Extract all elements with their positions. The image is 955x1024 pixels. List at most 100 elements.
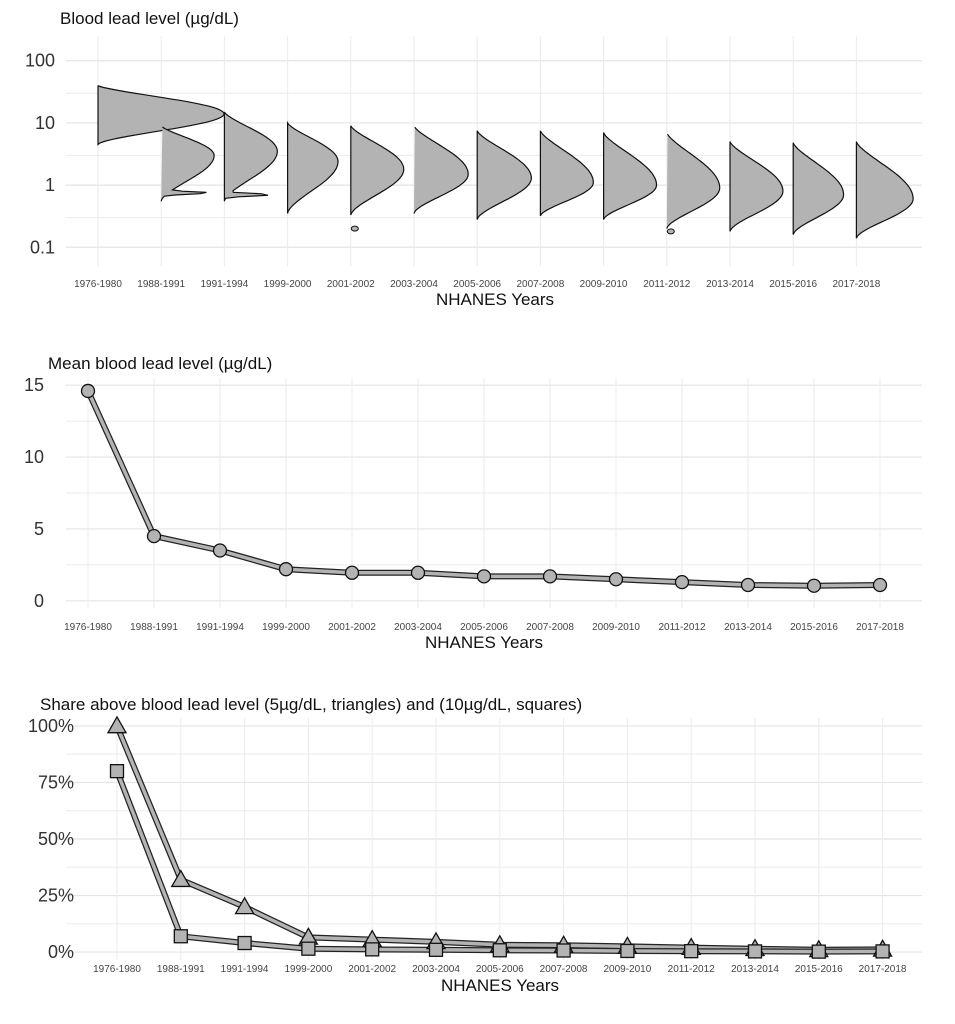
- mean-x-tick-label: 2007-2008: [526, 622, 574, 633]
- violin-shape: [855, 141, 914, 239]
- violin-x-tick-label: 2015-2016: [769, 279, 817, 290]
- violin-x-tick-label: 1999-2000: [264, 279, 312, 290]
- mean-y-tick-label: 10: [24, 447, 44, 467]
- violin-x-tick-label: 2005-2006: [453, 279, 501, 290]
- mean-x-tick-label: 2003-2004: [394, 622, 442, 633]
- share-y-tick-label: 25%: [38, 886, 74, 906]
- share-x-tick-label: 1991-1994: [221, 964, 269, 975]
- mean-point: [542, 569, 558, 584]
- share-x-tick-label: 2001-2002: [348, 964, 396, 975]
- mean-point: [410, 565, 426, 580]
- share-square-point: [428, 942, 444, 957]
- mean-y-tick-label: 0: [34, 591, 44, 611]
- mean-x-tick-label: 2005-2006: [460, 622, 508, 633]
- mean-x-tick-label: 2015-2016: [790, 622, 838, 633]
- mean-x-tick-label: 2011-2012: [658, 622, 706, 633]
- violin-shape: [603, 132, 658, 220]
- share-triangle-point: [170, 869, 191, 888]
- share-x-tick-label: 2003-2004: [412, 964, 460, 975]
- share-triangle-point: [106, 715, 128, 734]
- mean-point: [806, 578, 822, 593]
- share-square-point: [684, 944, 699, 959]
- violin-shape: [476, 130, 533, 220]
- share-marks: [106, 715, 893, 959]
- violin-y-ticks: 0.1 1 10 100: [25, 51, 55, 258]
- share-x-tick-label: 2015-2016: [795, 964, 843, 975]
- share-x-tick-label: 1999-2000: [284, 964, 332, 975]
- share-square-point: [237, 935, 252, 951]
- share-y-tick-label: 50%: [38, 829, 74, 849]
- mean-point: [674, 574, 690, 590]
- mean-x-tick-label: 1999-2000: [262, 622, 310, 633]
- violin-shape: [539, 130, 594, 217]
- violin-panel: Blood lead level (µg/dL) 0.1 1 10 100 1976-…: [25, 9, 922, 309]
- share-chart-title: Share above blood lead level (5µg/dL, tr…: [40, 695, 582, 714]
- share-y-tick-label: 75%: [38, 772, 74, 792]
- violin-x-tick-label: 2011-2012: [643, 279, 691, 290]
- share-square-point: [875, 944, 890, 959]
- mean-panel: Mean blood lead level (µg/dL) 0 5 10 15 197…: [24, 354, 922, 652]
- violin-x-tick-label: 2013-2014: [706, 279, 754, 290]
- mean-point: [212, 543, 228, 558]
- violin-x-tick-label: 1988-1991: [137, 279, 185, 290]
- share-square-point: [747, 944, 763, 959]
- mean-point: [146, 528, 162, 544]
- mean-marks: [80, 383, 888, 593]
- mean-x-tick-label: 2013-2014: [724, 622, 772, 633]
- mean-point: [608, 572, 624, 587]
- violin-y-tick-label: 1: [45, 175, 55, 195]
- violin-shape: [729, 141, 784, 232]
- violin-x-tick-label: 2007-2008: [516, 279, 564, 290]
- mean-chart-title: Mean blood lead level (µg/dL): [48, 354, 272, 373]
- violin-outlier: [666, 228, 675, 235]
- share-x-tick-label: 2009-2010: [603, 964, 651, 975]
- violin-shape: [223, 111, 278, 202]
- share-x-tick-label: 2011-2012: [668, 964, 716, 975]
- violin-x-tick-label: 1976-1980: [74, 279, 122, 290]
- share-square-point: [492, 943, 507, 958]
- violin-y-tick-label: 10: [35, 113, 55, 133]
- violin-shape: [350, 125, 405, 216]
- share-square-point: [365, 942, 380, 957]
- share-y-tick-label: 0%: [48, 942, 74, 962]
- violin-x-ticks: 1976-1980 1988-1991 1991-1994 1999-2000 2001…: [74, 279, 881, 290]
- share-y-ticks: 0% 25% 50% 75% 100%: [28, 716, 74, 962]
- share-square-point: [301, 941, 316, 956]
- violin-shape: [160, 126, 215, 202]
- mean-point: [344, 565, 360, 580]
- violin-shape: [666, 133, 721, 229]
- share-square-point: [109, 763, 125, 779]
- share-x-tick-label: 1988-1991: [157, 964, 205, 975]
- share-x-ticks: 1976-1980 1988-1991 1991-1994 1999-2000 2001…: [93, 964, 907, 975]
- mean-y-tick-label: 15: [24, 375, 44, 395]
- share-x-tick-label: 2017-2018: [859, 964, 907, 975]
- mean-x-axis-label: NHANES Years: [425, 633, 543, 652]
- share-triangle-point: [234, 896, 255, 915]
- mean-point: [80, 383, 96, 399]
- mean-x-tick-label: 2001-2002: [328, 622, 376, 633]
- share-square-point: [811, 944, 826, 959]
- mean-x-tick-label: 1976-1980: [64, 622, 112, 633]
- share-x-tick-label: 2005-2006: [476, 964, 524, 975]
- violin-shape: [413, 126, 469, 214]
- mean-x-ticks: 1976-1980 1988-1991 1991-1994 1999-2000 2001…: [64, 622, 904, 633]
- share-y-tick-label: 100%: [28, 716, 74, 736]
- mean-point: [476, 569, 492, 584]
- share-square-point: [556, 943, 571, 958]
- violin-shape: [287, 120, 339, 214]
- share-square-point: [173, 929, 188, 944]
- share-x-tick-label: 2013-2014: [731, 964, 779, 975]
- mean-x-tick-label: 1988-1991: [130, 622, 178, 633]
- mean-point: [278, 562, 294, 577]
- violin-y-tick-label: 100: [25, 51, 55, 71]
- mean-y-ticks: 0 5 10 15: [24, 375, 44, 611]
- mean-point: [872, 577, 888, 593]
- share-grid: [66, 718, 922, 960]
- violin-x-axis-label: NHANES Years: [436, 290, 554, 309]
- violin-y-tick-label: 0.1: [30, 237, 55, 257]
- share-x-axis-label: NHANES Years: [441, 976, 559, 995]
- mean-x-tick-label: 1991-1994: [196, 622, 244, 633]
- mean-x-tick-label: 2017-2018: [856, 622, 904, 633]
- violin-x-tick-label: 2003-2004: [390, 279, 438, 290]
